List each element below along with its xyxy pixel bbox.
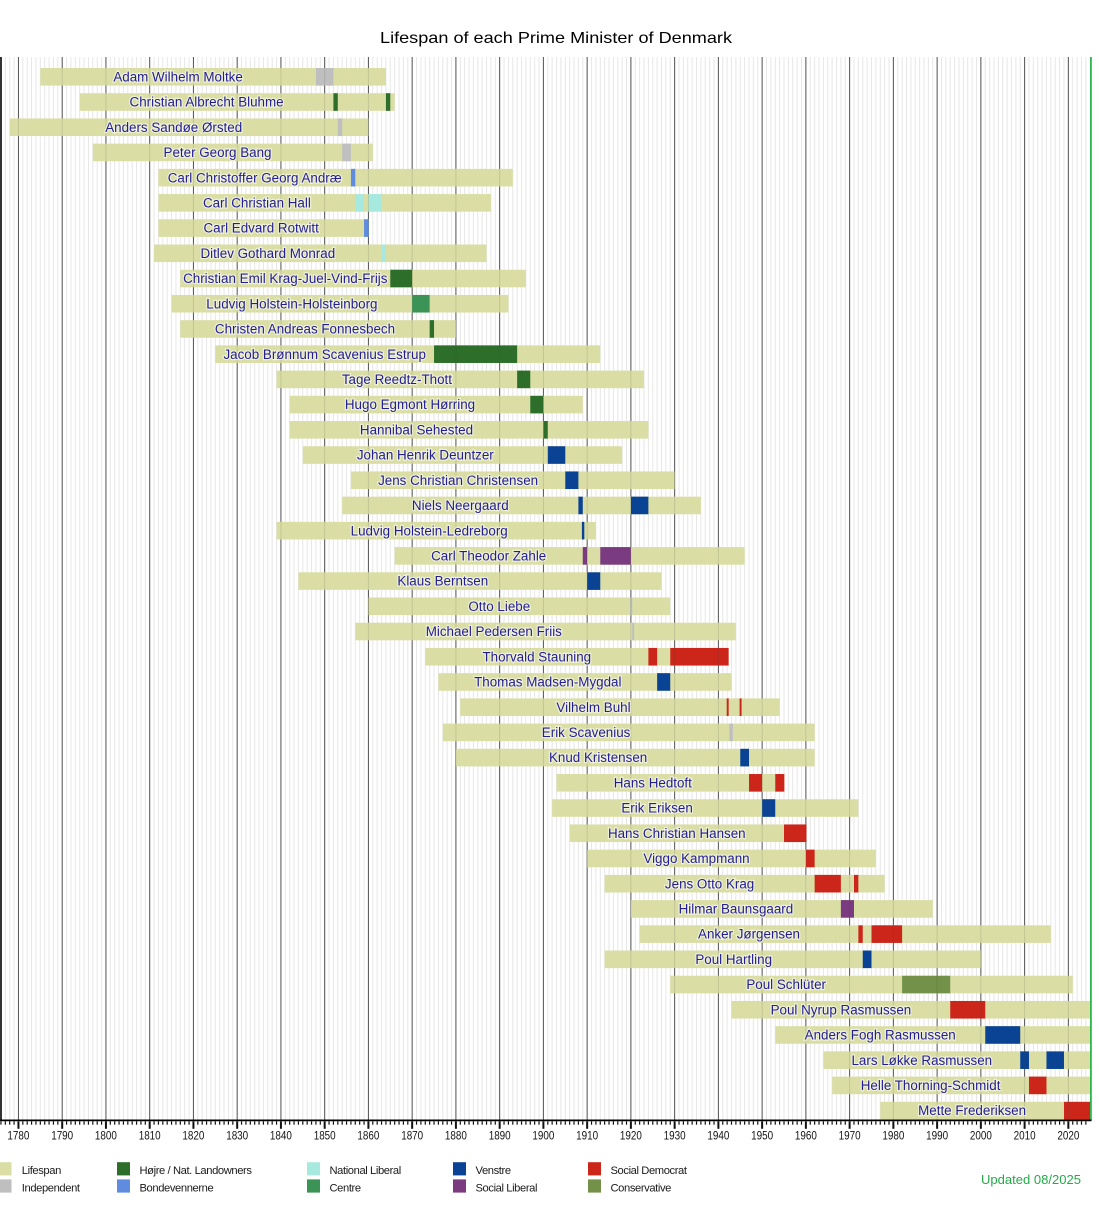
- svg-text:2010: 2010: [1014, 1128, 1036, 1142]
- svg-text:Thorvald Stauning: Thorvald Stauning: [482, 649, 591, 664]
- svg-text:1920: 1920: [620, 1128, 642, 1142]
- svg-text:Erik Scavenius: Erik Scavenius: [542, 725, 631, 740]
- svg-text:Mette Frederiksen: Mette Frederiksen: [918, 1103, 1026, 1118]
- svg-text:Knud Kristensen: Knud Kristensen: [549, 750, 647, 765]
- svg-text:Ditlev Gothard Monrad: Ditlev Gothard Monrad: [200, 246, 335, 261]
- svg-text:1890: 1890: [489, 1128, 511, 1142]
- svg-text:1800: 1800: [95, 1128, 117, 1142]
- svg-text:Updated 08/2025: Updated 08/2025: [981, 1172, 1081, 1187]
- svg-text:1940: 1940: [707, 1128, 729, 1142]
- svg-text:Helle Thorning-Schmidt: Helle Thorning-Schmidt: [861, 1078, 1001, 1093]
- svg-text:1950: 1950: [751, 1128, 773, 1142]
- svg-text:Johan Henrik Deuntzer: Johan Henrik Deuntzer: [357, 448, 494, 463]
- svg-text:Lars Løkke Rasmussen: Lars Løkke Rasmussen: [851, 1053, 992, 1068]
- svg-text:Tage Reedtz-Thott: Tage Reedtz-Thott: [342, 372, 452, 387]
- svg-text:Social Democrat: Social Democrat: [611, 1165, 688, 1177]
- svg-text:Thomas Madsen-Mygdal: Thomas Madsen-Mygdal: [474, 675, 621, 690]
- svg-text:Anker Jørgensen: Anker Jørgensen: [698, 927, 800, 942]
- svg-text:1790: 1790: [51, 1128, 73, 1142]
- svg-text:1880: 1880: [445, 1128, 467, 1142]
- svg-text:Carl Theodor Zahle: Carl Theodor Zahle: [431, 549, 546, 564]
- svg-text:Hans Christian Hansen: Hans Christian Hansen: [608, 826, 746, 841]
- svg-text:Centre: Centre: [330, 1182, 361, 1194]
- svg-text:Anders Fogh Rasmussen: Anders Fogh Rasmussen: [805, 1028, 956, 1043]
- svg-text:Lifespan: Lifespan: [22, 1165, 61, 1177]
- svg-text:Adam Wilhelm Moltke: Adam Wilhelm Moltke: [113, 69, 242, 84]
- svg-text:Poul Hartling: Poul Hartling: [695, 952, 772, 967]
- svg-text:Poul Nyrup Rasmussen: Poul Nyrup Rasmussen: [771, 1002, 912, 1017]
- svg-text:1930: 1930: [664, 1128, 686, 1142]
- svg-text:1900: 1900: [532, 1128, 554, 1142]
- svg-text:1910: 1910: [576, 1128, 598, 1142]
- svg-text:2000: 2000: [970, 1128, 992, 1142]
- svg-text:Hilmar Baunsgaard: Hilmar Baunsgaard: [679, 902, 794, 917]
- svg-text:1820: 1820: [182, 1128, 204, 1142]
- svg-text:Venstre: Venstre: [476, 1165, 511, 1177]
- svg-text:Carl Edvard Rotwitt: Carl Edvard Rotwitt: [204, 221, 320, 236]
- svg-text:Viggo Kampmann: Viggo Kampmann: [643, 851, 749, 866]
- svg-text:1840: 1840: [270, 1128, 292, 1142]
- svg-text:Ludvig Holstein-Ledreborg: Ludvig Holstein-Ledreborg: [351, 523, 508, 538]
- svg-text:Carl Christian Hall: Carl Christian Hall: [203, 196, 311, 211]
- svg-text:1980: 1980: [882, 1128, 904, 1142]
- svg-text:Hannibal Sehested: Hannibal Sehested: [360, 422, 473, 437]
- svg-text:Christen Andreas Fonnesbech: Christen Andreas Fonnesbech: [215, 322, 395, 337]
- svg-text:Niels Neergaard: Niels Neergaard: [412, 498, 509, 513]
- svg-text:1830: 1830: [226, 1128, 248, 1142]
- svg-text:Peter Georg Bang: Peter Georg Bang: [164, 145, 272, 160]
- svg-text:Lifespan of each Prime Ministe: Lifespan of each Prime Minister of Denma…: [380, 30, 733, 47]
- svg-text:Jens Otto Krag: Jens Otto Krag: [665, 876, 754, 891]
- svg-text:Poul Schlüter: Poul Schlüter: [746, 977, 826, 992]
- svg-text:Carl Christoffer Georg Andræ: Carl Christoffer Georg Andræ: [168, 170, 342, 185]
- svg-text:Independent: Independent: [22, 1182, 81, 1194]
- svg-text:1850: 1850: [314, 1128, 336, 1142]
- svg-text:Conservative: Conservative: [611, 1182, 672, 1194]
- svg-text:Hugo Egmont Hørring: Hugo Egmont Hørring: [345, 397, 475, 412]
- svg-text:1960: 1960: [795, 1128, 817, 1142]
- svg-text:Anders Sandøe Ørsted: Anders Sandøe Ørsted: [105, 120, 242, 135]
- svg-text:Ludvig Holstein-Holsteinborg: Ludvig Holstein-Holsteinborg: [206, 296, 377, 311]
- svg-text:1860: 1860: [357, 1128, 379, 1142]
- svg-text:1780: 1780: [7, 1128, 29, 1142]
- svg-text:Klaus Berntsen: Klaus Berntsen: [397, 574, 488, 589]
- svg-text:1970: 1970: [839, 1128, 861, 1142]
- svg-text:Christian Albrecht Bluhme: Christian Albrecht Bluhme: [130, 95, 284, 110]
- svg-text:Bondevennerne: Bondevennerne: [140, 1182, 214, 1194]
- svg-text:1810: 1810: [139, 1128, 161, 1142]
- svg-text:Christian Emil Krag-Juel-Vind-: Christian Emil Krag-Juel-Vind-Frijs: [183, 271, 388, 286]
- svg-text:1870: 1870: [401, 1128, 423, 1142]
- svg-text:Social Liberal: Social Liberal: [476, 1182, 538, 1194]
- svg-text:Michael Pedersen Friis: Michael Pedersen Friis: [426, 624, 562, 639]
- svg-text:Hans Hedtoft: Hans Hedtoft: [614, 775, 692, 790]
- svg-text:2020: 2020: [1057, 1128, 1079, 1142]
- svg-text:Vilhelm Buhl: Vilhelm Buhl: [556, 700, 630, 715]
- svg-text:Jens Christian Christensen: Jens Christian Christensen: [378, 473, 538, 488]
- svg-text:Otto Liebe: Otto Liebe: [468, 599, 530, 614]
- svg-text:Jacob Brønnum Scavenius Estrup: Jacob Brønnum Scavenius Estrup: [223, 347, 425, 362]
- svg-text:Højre / Nat. Landowners: Højre / Nat. Landowners: [140, 1165, 253, 1177]
- svg-text:Erik Eriksen: Erik Eriksen: [621, 801, 692, 816]
- svg-text:1990: 1990: [926, 1128, 948, 1142]
- svg-text:National Liberal: National Liberal: [330, 1165, 401, 1177]
